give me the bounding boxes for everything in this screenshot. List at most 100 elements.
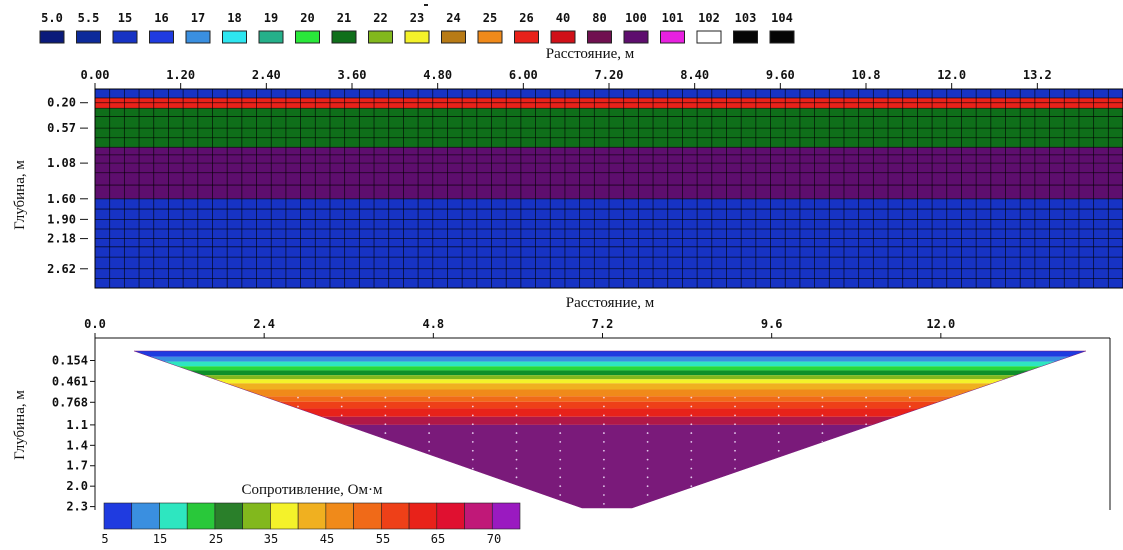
measurement-point: [515, 441, 518, 443]
measurement-point: [471, 414, 474, 417]
measurement-point: [734, 502, 736, 505]
resistivity-band: [134, 396, 1086, 402]
measurement-point: [471, 458, 474, 461]
measurement-point: [471, 476, 474, 479]
measurement-point: [340, 467, 343, 470]
measurement-point: [690, 423, 693, 426]
measurement-point: [122, 414, 124, 416]
colorbar-tick-label: 25: [209, 532, 223, 546]
measurement-point: [165, 494, 168, 496]
measurement-point: [690, 449, 693, 452]
measurement-point: [690, 494, 693, 496]
measurement-point: [646, 449, 649, 452]
measurement-point: [996, 432, 999, 434]
measurement-point: [209, 458, 212, 461]
inversion-y-tick-label: 2.3: [66, 500, 88, 514]
measurement-point: [384, 441, 387, 443]
measurement-point: [734, 494, 736, 496]
measurement-point: [821, 485, 824, 488]
measurement-point: [865, 432, 868, 434]
legend-label: 103: [735, 11, 757, 25]
legend-swatch: [222, 30, 247, 44]
measurement-point: [908, 423, 911, 426]
measurement-point: [603, 502, 605, 505]
measurement-point: [734, 414, 736, 417]
measurement-point: [1040, 467, 1042, 470]
measurement-point: [777, 458, 780, 461]
measurement-point: [734, 476, 736, 479]
measurement-point: [165, 423, 168, 426]
inversion-x-tick-label: 2.4: [253, 317, 275, 331]
measurement-point: [734, 449, 736, 452]
measurement-point: [777, 449, 780, 452]
measurement-point: [821, 396, 824, 399]
measurement-point: [821, 414, 824, 417]
measurement-point: [340, 414, 343, 417]
measurement-point: [384, 485, 387, 488]
measurement-point: [165, 485, 168, 488]
model-frame: [94, 88, 1123, 289]
measurement-point: [253, 432, 256, 434]
model-x-tick-label: 2.40: [252, 68, 281, 82]
measurement-point: [253, 405, 256, 408]
measurement-point: [209, 414, 212, 417]
legend-label: 21: [337, 11, 351, 25]
colorbar-tick-label: 5: [101, 532, 108, 546]
measurement-point: [952, 441, 955, 443]
inversion-y-tick-label: 0.154: [52, 353, 88, 367]
measurement-point: [952, 494, 955, 496]
measurement-point: [122, 441, 124, 443]
measurement-point: [1040, 476, 1042, 479]
measurement-point: [209, 449, 212, 452]
colorbar-swatch: [131, 502, 160, 530]
measurement-point: [865, 414, 868, 417]
measurement-point: [646, 432, 649, 434]
measurement-point: [996, 494, 999, 496]
measurement-point: [384, 458, 387, 461]
colorbar-swatch: [464, 502, 493, 530]
model-y-tick-label: 0.57: [47, 121, 76, 135]
measurement-point: [428, 423, 431, 426]
legend-swatch: [477, 30, 503, 44]
measurement-point: [1083, 414, 1086, 417]
measurement-point: [1040, 485, 1042, 488]
model-y-tick-label: 2.18: [47, 232, 76, 246]
measurement-point: [515, 405, 518, 408]
model-y-tick-label: 2.62: [47, 262, 76, 276]
resistivity-band: [134, 401, 1086, 409]
measurement-point: [515, 414, 518, 417]
measurement-point: [777, 432, 780, 434]
measurement-point: [646, 423, 649, 426]
measurement-point: [1083, 467, 1086, 470]
measurement-point: [603, 467, 605, 470]
model-ylabel: Глубина, м: [12, 160, 28, 230]
legend-label: 20: [300, 11, 314, 25]
colorbar-swatch: [491, 502, 521, 530]
measurement-point: [428, 458, 431, 461]
model-x-tick-label: 12.0: [937, 68, 966, 82]
measurement-point: [428, 467, 431, 470]
measurement-point: [996, 502, 999, 505]
measurement-point: [340, 441, 343, 443]
measurement-point: [297, 414, 299, 417]
measurement-point: [996, 414, 999, 417]
measurement-point: [122, 432, 124, 434]
measurement-point: [1040, 494, 1042, 496]
measurement-point: [821, 405, 824, 408]
measurement-point: [603, 396, 605, 399]
measurement-point: [165, 405, 168, 408]
measurement-point: [471, 423, 474, 426]
measurement-point: [777, 405, 780, 408]
colorbar-swatch: [381, 502, 410, 530]
colorbar-swatch: [270, 502, 299, 530]
measurement-point: [603, 485, 605, 488]
legend-label: 19: [264, 11, 278, 25]
model-x-tick-label: 3.60: [338, 68, 367, 82]
colorbar-tick-label: 15: [153, 532, 167, 546]
legend-swatch: [733, 30, 758, 44]
measurement-point: [1040, 502, 1042, 505]
legend-label: 80: [592, 11, 606, 25]
measurement-point: [908, 405, 911, 408]
measurement-point: [865, 441, 868, 443]
measurement-point: [471, 467, 474, 470]
